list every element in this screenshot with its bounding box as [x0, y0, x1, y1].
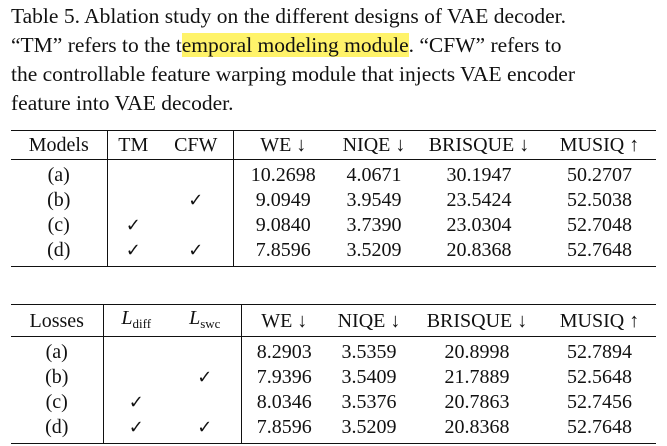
niqe-cell: 3.9549	[346, 189, 402, 211]
row-label: (b)	[11, 188, 108, 213]
musiq-cell: 50.2707	[567, 164, 632, 186]
cfw-cell	[159, 213, 234, 238]
we-cell: 8.0346	[256, 391, 312, 413]
caption-line-3: the controllable feature warping module …	[11, 62, 575, 86]
header-niqe: NIQE ↓	[327, 304, 411, 337]
brisque-cell: 23.0304	[446, 214, 512, 236]
niqe-cell: 4.0671	[346, 164, 402, 186]
tm-cell	[107, 188, 159, 213]
caption-line-2-end: . “CFW” refers to	[408, 33, 562, 57]
niqe-cell: 3.5209	[333, 238, 415, 267]
table-header-row: Models TM CFW WE ↓ NIQE ↓ BRISQUE ↓ MUSI…	[11, 130, 656, 160]
we-cell: 10.2698	[250, 164, 316, 186]
header-niqe: NIQE ↓	[333, 130, 415, 160]
brisque-cell: 20.8998	[444, 341, 510, 363]
cfw-cell	[159, 159, 234, 188]
niqe-cell: 3.5209	[327, 415, 411, 444]
table-row: (a) 10.2698 4.0671 30.1947 50.2707	[11, 159, 656, 189]
table-caption: Table 5. Ablation study on the different…	[11, 2, 659, 118]
table-row: (b) ✓ 9.0949 3.9549 23.5424 52.5038	[11, 188, 656, 213]
we-cell: 7.8596	[233, 238, 333, 267]
header-models: Models	[11, 130, 108, 160]
we-cell: 8.2903	[256, 341, 312, 363]
header-l-swc: Lswc	[169, 304, 242, 337]
table-row: (d) ✓ ✓ 7.8596 3.5209 20.8368 52.7648	[11, 415, 656, 444]
ablation-table-losses: Losses Ldiff Lswc WE ↓ NIQE ↓ BRISQUE ↓ …	[11, 304, 656, 444]
musiq-cell: 52.7048	[567, 214, 632, 236]
niqe-cell: 3.5409	[341, 366, 397, 388]
ablation-table-models: Models TM CFW WE ↓ NIQE ↓ BRISQUE ↓ MUSI…	[11, 130, 656, 267]
musiq-cell: 52.7648	[543, 238, 656, 267]
l-swc-cell: ✓	[169, 365, 242, 390]
table-row: (b) ✓ 7.9396 3.5409 21.7889 52.5648	[11, 365, 656, 390]
row-label: (c)	[11, 390, 104, 415]
header-brisque: BRISQUE ↓	[411, 304, 543, 337]
row-label: (b)	[11, 365, 104, 390]
cfw-cell: ✓	[159, 238, 234, 267]
header-brisque: BRISQUE ↓	[415, 130, 543, 160]
table-row: (c) ✓ 9.0840 3.7390 23.0304 52.7048	[11, 213, 656, 238]
header-l-diff: Ldiff	[103, 304, 169, 337]
l-swc-cell	[169, 336, 242, 365]
musiq-cell: 52.7648	[543, 415, 656, 444]
tm-cell: ✓	[107, 238, 159, 267]
we-cell: 7.9396	[256, 366, 312, 388]
musiq-cell: 52.5038	[567, 189, 632, 211]
l-diff-cell	[103, 337, 169, 366]
tm-cell: ✓	[125, 215, 141, 236]
l-diff-cell: ✓	[128, 392, 144, 413]
brisque-cell: 20.8368	[411, 415, 543, 444]
niqe-cell: 3.5376	[341, 391, 397, 413]
niqe-cell: 3.5359	[341, 341, 397, 363]
musiq-cell: 52.7894	[567, 341, 632, 363]
header-musiq: MUSIQ ↑	[543, 304, 656, 337]
row-label: (c)	[11, 213, 108, 238]
brisque-cell: 21.7889	[444, 366, 510, 388]
row-label: (d)	[11, 238, 108, 267]
musiq-cell: 52.5648	[567, 366, 632, 388]
l-swc-cell: ✓	[169, 415, 242, 444]
header-we: WE ↓	[241, 304, 327, 337]
caption-line-2-start: “TM” refers to the t	[11, 33, 182, 57]
we-cell: 9.0840	[255, 214, 311, 236]
caption-line-2: “TM” refers to the temporal modeling mod…	[11, 31, 659, 60]
caption-line-1: Table 5. Ablation study on the different…	[11, 4, 567, 28]
l-diff-subscript: diff	[132, 316, 152, 331]
row-label: (a)	[11, 336, 104, 365]
table-row: (a) 8.2903 3.5359 20.8998 52.7894	[11, 336, 656, 366]
we-cell: 7.8596	[241, 415, 327, 444]
highlighted-text: emporal modeling module	[181, 33, 409, 57]
header-we: WE ↓	[233, 130, 333, 160]
l-diff-cell: ✓	[103, 415, 169, 444]
we-cell: 9.0949	[255, 189, 311, 211]
row-label: (a)	[11, 159, 108, 188]
caption-line-4: feature into VAE decoder.	[11, 91, 234, 115]
l-swc-subscript: swc	[200, 316, 221, 331]
row-label: (d)	[11, 415, 104, 444]
tm-cell	[107, 160, 159, 189]
niqe-cell: 3.7390	[346, 214, 402, 236]
brisque-cell: 20.7863	[444, 391, 510, 413]
l-swc-cell	[169, 390, 242, 415]
header-cfw: CFW	[159, 130, 234, 160]
brisque-cell: 30.1947	[446, 164, 512, 186]
l-diff-cell	[103, 365, 169, 390]
l-swc-symbol: L	[189, 307, 201, 329]
cfw-cell: ✓	[159, 188, 234, 213]
table-header-row: Losses Ldiff Lswc WE ↓ NIQE ↓ BRISQUE ↓ …	[11, 304, 656, 337]
header-musiq: MUSIQ ↑	[543, 130, 656, 160]
table-row: (d) ✓ ✓ 7.8596 3.5209 20.8368 52.7648	[11, 238, 656, 267]
header-tm: TM	[107, 130, 159, 160]
musiq-cell: 52.7456	[567, 391, 632, 413]
l-diff-symbol: L	[121, 307, 133, 329]
header-losses: Losses	[11, 304, 104, 337]
brisque-cell: 20.8368	[415, 238, 543, 267]
brisque-cell: 23.5424	[446, 189, 512, 211]
table-row: (c) ✓ 8.0346 3.5376 20.7863 52.7456	[11, 390, 656, 415]
